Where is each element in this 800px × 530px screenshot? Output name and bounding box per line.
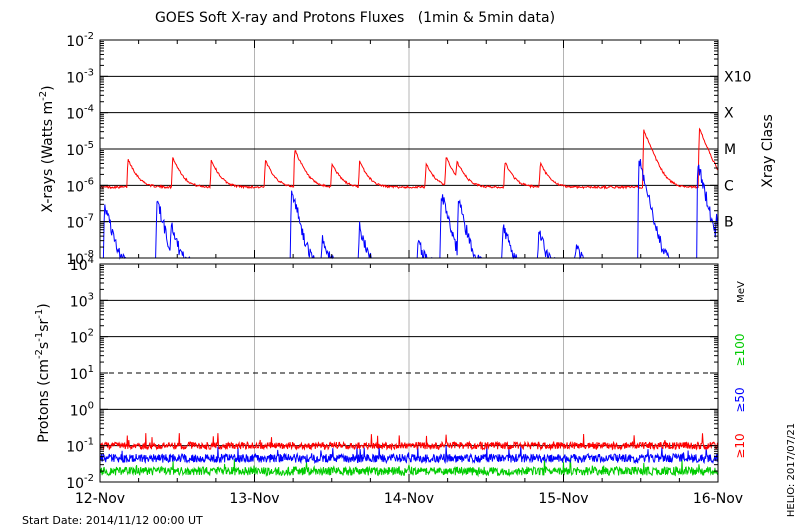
proton-panel: 10-2 10-1 100 101 102 103 104 Protons (cm-2s-1… xyxy=(34,255,747,492)
xray-grid xyxy=(100,40,718,258)
xray-class-axis-label: Xray Class xyxy=(760,114,776,188)
y-tick-label: 104 xyxy=(70,255,94,274)
x-tick-label: 15-Nov xyxy=(538,491,588,507)
xray-class-X: X xyxy=(724,106,734,122)
y-tick-label: 10-2 xyxy=(66,31,94,50)
x-tick-label: 14-Nov xyxy=(384,491,434,507)
y-tick-label: 101 xyxy=(70,364,94,383)
legend-ge100: ≥100 xyxy=(733,334,747,367)
legend-ge50: ≥50 xyxy=(733,387,747,412)
y-tick-label: 102 xyxy=(70,328,94,347)
chart-title: GOES Soft X-ray and Protons Fluxes (1min… xyxy=(155,10,555,26)
xray-class-B: B xyxy=(724,215,734,231)
y-tick-label: 10-4 xyxy=(66,104,94,123)
proton-unit-label: MeV xyxy=(736,281,747,303)
start-date-label: Start Date: 2014/11/12 00:00 UT xyxy=(22,514,203,527)
y-tick-label: 10-1 xyxy=(66,437,94,456)
y-tick-label: 100 xyxy=(70,400,94,419)
x-tick-label: 13-Nov xyxy=(229,491,279,507)
proton-y-axis-label: Protons (cm-2s-1sr-1) xyxy=(34,303,52,442)
y-tick-label: 10-3 xyxy=(66,67,94,86)
y-tick-label: 103 xyxy=(70,291,94,310)
legend-ge10: ≥10 xyxy=(733,433,747,458)
x-tick-label: 16-Nov xyxy=(693,491,743,507)
xray-class-C: C xyxy=(724,178,734,194)
credit-label: HELIO: 2017/07/21 xyxy=(786,423,797,517)
proton-series-ge100 xyxy=(99,457,719,478)
xray-class-M: M xyxy=(724,142,736,158)
xray-ticks: 10-8 10-7 10-6 10-5 10-4 10-3 10-2 xyxy=(66,31,718,268)
xray-class-X10: X10 xyxy=(724,69,751,85)
xray-y-axis-label: X-rays (Watts m-2) xyxy=(38,85,56,212)
y-tick-label: 10-2 xyxy=(66,473,94,492)
x-tick-label: 12-Nov xyxy=(75,491,125,507)
y-tick-label: 10-7 xyxy=(66,213,94,232)
y-tick-label: 10-5 xyxy=(66,140,94,159)
y-tick-label: 10-6 xyxy=(66,176,94,195)
xray-class-labels: B C M X X10 xyxy=(724,69,751,230)
x-axis: 12-Nov 13-Nov 14-Nov 15-Nov 16-Nov xyxy=(75,40,743,507)
proton-ticks: 10-2 10-1 100 101 102 103 104 xyxy=(66,255,718,492)
proton-grid xyxy=(100,264,718,482)
proton-series-ge10 xyxy=(99,433,719,452)
proton-series xyxy=(99,433,719,478)
xray-panel: 10-8 10-7 10-6 10-5 10-4 10-3 10-2 B C M X X10 X-r… xyxy=(38,31,776,268)
xray-series-long xyxy=(99,127,718,190)
y-tick-label: 10-8 xyxy=(66,249,94,268)
proton-series-ge50 xyxy=(99,445,719,465)
